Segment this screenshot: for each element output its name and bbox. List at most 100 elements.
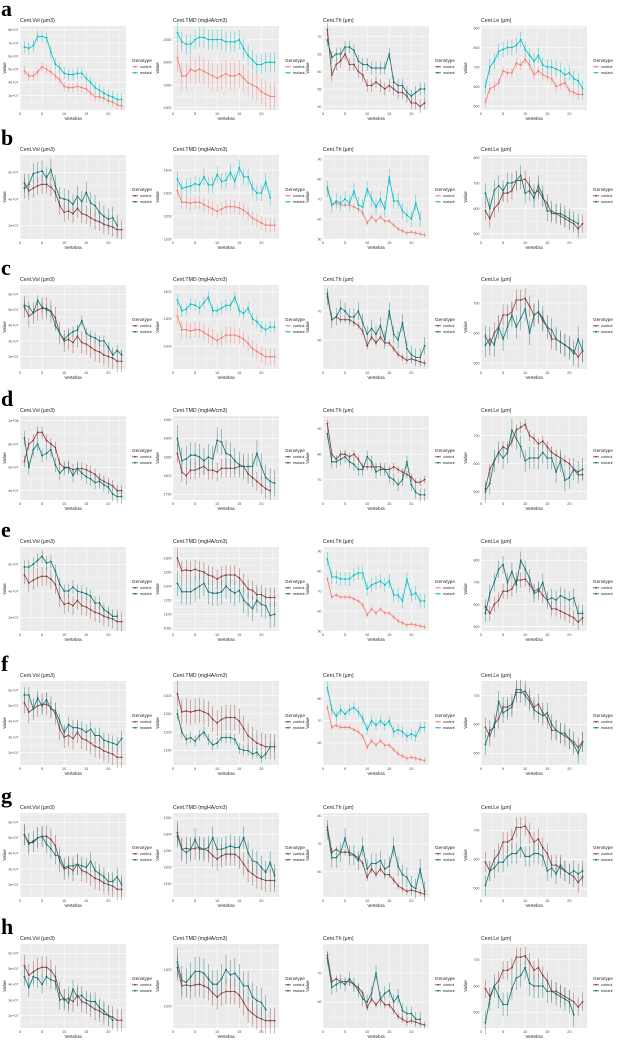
legend-title: Genotype (285, 713, 305, 718)
legend-item-mutant[interactable]: mutant (593, 461, 614, 465)
legend-item-control[interactable]: control (435, 65, 455, 69)
data-point (375, 220, 377, 222)
legend-item-control[interactable]: control (132, 194, 152, 198)
legend-item-mutant[interactable]: mutant (132, 461, 153, 465)
legend-item-control[interactable]: control (285, 324, 305, 328)
y-tick-label: 70 (318, 971, 322, 975)
legend-item-control[interactable]: control (285, 455, 305, 459)
legend-item-control[interactable]: control (593, 455, 613, 459)
legend-item-control[interactable]: control (132, 455, 152, 459)
legend-item-mutant[interactable]: mutant (593, 726, 614, 730)
legend-item-control[interactable]: control (285, 720, 305, 724)
data-point (260, 866, 263, 869)
legend-item-mutant[interactable]: mutant (593, 200, 614, 204)
legend-item-mutant[interactable]: mutant (593, 858, 614, 862)
legend-item-control[interactable]: control (435, 983, 455, 987)
legend-item-mutant[interactable]: mutant (435, 461, 456, 465)
data-point (366, 188, 369, 190)
legend-item-control[interactable]: control (285, 852, 305, 856)
data-point (194, 328, 196, 331)
legend-item-control[interactable]: control (593, 65, 613, 69)
y-tick-label: 1200 (164, 214, 172, 218)
legend-item-control[interactable]: control (285, 983, 305, 987)
legend-item-control[interactable]: control (132, 852, 152, 856)
data-point (176, 56, 179, 59)
legend-item-control[interactable]: control (593, 586, 613, 590)
x-axis-label: Vertebra (64, 637, 82, 642)
legend-item-control[interactable]: control (593, 194, 613, 198)
data-point (326, 28, 329, 31)
data-point (50, 168, 52, 171)
legend-item-mutant[interactable]: mutant (435, 330, 456, 334)
legend-item-control[interactable]: control (593, 852, 613, 856)
legend-item-mutant[interactable]: mutant (435, 592, 456, 596)
legend-item-mutant[interactable]: mutant (435, 71, 456, 75)
legend-item-mutant[interactable]: mutant (285, 330, 306, 334)
y-tick-label: 1850 (164, 455, 172, 459)
legend-item-control[interactable]: control (435, 455, 455, 459)
data-point (541, 714, 544, 717)
x-axis-label: Vertebra (525, 375, 543, 380)
data-point (198, 585, 201, 588)
data-point (264, 753, 267, 755)
legend-item-mutant[interactable]: mutant (132, 989, 153, 993)
legend-item-control[interactable]: control (132, 586, 152, 590)
legend-item-control[interactable]: control (132, 324, 152, 328)
legend-item-mutant[interactable]: mutant (132, 330, 153, 334)
legend-item-control[interactable]: control (435, 720, 455, 724)
data-point (353, 706, 355, 709)
legend-item-mutant[interactable]: mutant (285, 592, 306, 596)
data-point (94, 602, 96, 604)
legend-item-mutant[interactable]: mutant (285, 71, 306, 75)
legend-item-mutant[interactable]: mutant (285, 726, 306, 730)
data-point (339, 60, 342, 62)
legend-item-control[interactable]: control (435, 194, 455, 198)
legend-item-mutant[interactable]: mutant (285, 461, 306, 465)
legend-item-mutant[interactable]: mutant (285, 989, 306, 993)
legend-item-mutant[interactable]: mutant (132, 592, 153, 596)
data-point (85, 332, 88, 335)
legend-item-control[interactable]: control (435, 852, 455, 856)
legend-item-control[interactable]: control (435, 586, 455, 590)
legend-item-mutant[interactable]: mutant (132, 200, 153, 204)
legend-item-mutant[interactable]: mutant (285, 858, 306, 862)
data-point (577, 356, 580, 358)
x-tick-label: 15 (237, 1030, 241, 1034)
legend-item-mutant[interactable]: mutant (593, 71, 614, 75)
legend-item-mutant[interactable]: mutant (435, 858, 456, 862)
legend-item-control[interactable]: control (593, 720, 613, 724)
data-point (54, 324, 57, 327)
legend-item-control[interactable]: control (132, 720, 152, 724)
data-point (577, 752, 580, 755)
legend-item-mutant[interactable]: mutant (132, 858, 153, 862)
legend-key-point (437, 726, 439, 729)
legend-item-mutant[interactable]: mutant (593, 989, 614, 993)
legend-item-mutant[interactable]: mutant (285, 200, 306, 204)
legend-item-control[interactable]: control (435, 324, 455, 328)
x-tick-label: 15 (84, 767, 88, 771)
legend-item-control[interactable]: control (285, 194, 305, 198)
legend-item-control[interactable]: control (285, 65, 305, 69)
legend-item-mutant[interactable]: mutant (132, 726, 153, 730)
legend-item-mutant[interactable]: mutant (593, 592, 614, 596)
data-point (519, 38, 522, 41)
y-axis-label: Value (305, 321, 310, 333)
data-point (41, 835, 43, 838)
legend-item-mutant[interactable]: mutant (435, 200, 456, 204)
legend-item-control[interactable]: control (593, 983, 613, 987)
legend-item-control[interactable]: control (593, 324, 613, 328)
data-point (198, 184, 201, 186)
data-point (264, 604, 267, 607)
legend-item-control[interactable]: control (132, 983, 152, 987)
legend-item-mutant[interactable]: mutant (435, 726, 456, 730)
legend-item-control[interactable]: control (132, 65, 152, 69)
data-point (36, 967, 39, 970)
legend-item-mutant[interactable]: mutant (593, 330, 614, 334)
legend-item-control[interactable]: control (285, 586, 305, 590)
legend-item-mutant[interactable]: mutant (435, 989, 456, 993)
chart-title: Cent.TMD (mgHA/cm3) (173, 408, 227, 414)
legend-title: Genotype (593, 845, 613, 850)
x-tick-label: 5 (41, 371, 43, 375)
y-axis-label: Value (155, 191, 160, 203)
legend-item-mutant[interactable]: mutant (132, 71, 153, 75)
